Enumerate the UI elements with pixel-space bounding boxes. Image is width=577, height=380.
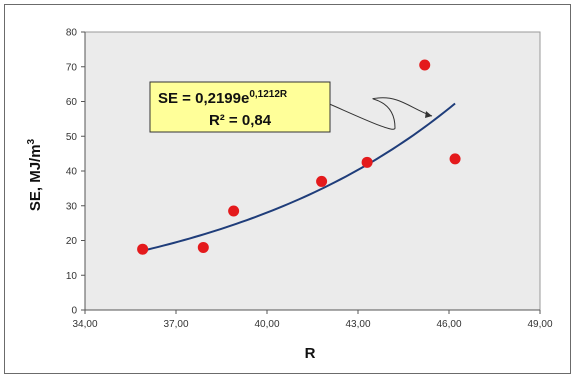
data-point — [419, 59, 431, 71]
x-tick-label: 43,00 — [345, 319, 370, 330]
y-tick-label: 40 — [66, 167, 78, 178]
y-ticks: 0 10 20 30 40 50 60 70 80 — [66, 28, 85, 317]
y-axis-title: SE, MJ/m3 — [26, 138, 44, 211]
data-point — [449, 153, 461, 165]
y-tick-label: 70 — [66, 62, 78, 73]
plot-area — [84, 31, 541, 311]
callout-pointer — [312, 96, 433, 130]
data-point — [361, 156, 373, 168]
x-axis-title: R — [305, 345, 316, 362]
data-point — [197, 241, 209, 253]
x-tick-label: 34,00 — [72, 319, 97, 330]
x-tick-label: 49,00 — [527, 319, 552, 330]
data-point — [228, 205, 240, 217]
y-tick-label: 50 — [66, 132, 78, 143]
r-squared-text: R² = 0,84 — [209, 112, 272, 129]
callout-arrowhead — [425, 111, 432, 118]
y-tick-label: 10 — [66, 271, 78, 282]
data-points — [137, 59, 461, 255]
equation-box-bg — [149, 81, 331, 133]
y-tick-label: 0 — [71, 306, 77, 317]
data-point — [316, 175, 328, 187]
y-tick-label: 80 — [66, 28, 78, 39]
x-tick-label: 40,00 — [254, 319, 279, 330]
equation-box: SE = 0,2199e0,1212R R² = 0,84 — [149, 81, 331, 133]
y-tick-label: 60 — [66, 97, 78, 108]
data-point — [137, 243, 149, 255]
x-tick-label: 46,00 — [436, 319, 461, 330]
y-tick-label: 30 — [66, 201, 78, 212]
y-tick-label: 20 — [66, 236, 78, 247]
x-ticks: 34,00 37,00 40,00 43,00 46,00 49,00 — [72, 310, 553, 330]
trendline — [142, 102, 456, 252]
x-tick-label: 37,00 — [163, 319, 188, 330]
equation-text: SE = 0,2199e0,1212R — [158, 89, 288, 107]
